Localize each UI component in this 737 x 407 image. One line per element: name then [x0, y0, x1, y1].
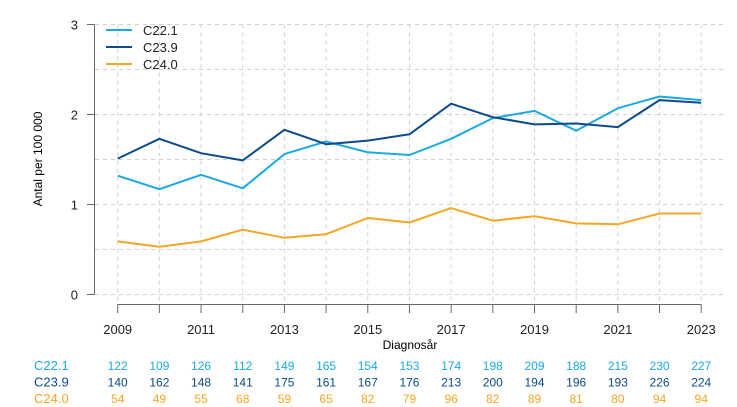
- count-value: 161: [316, 376, 336, 390]
- count-value: 165: [316, 359, 336, 373]
- count-value: 154: [358, 359, 378, 373]
- count-value: 94: [695, 392, 709, 406]
- count-value: 198: [483, 359, 503, 373]
- count-value: 215: [608, 359, 628, 373]
- x-axis-label: Diagnosår: [383, 338, 438, 352]
- x-tick-label: 2015: [353, 322, 382, 337]
- count-value: 230: [650, 359, 670, 373]
- count-value: 79: [403, 392, 417, 406]
- count-value: 81: [570, 392, 584, 406]
- count-value: 82: [361, 392, 375, 406]
- x-axis: 2009 2011 2013 2015 2017 2019 2021 2023: [103, 304, 716, 337]
- count-value: 65: [319, 392, 333, 406]
- y-tick-label: 2: [71, 108, 78, 123]
- count-value: 54: [111, 392, 125, 406]
- count-value: 196: [566, 376, 586, 390]
- count-value: 94: [653, 392, 667, 406]
- counts-row-label: C23.9: [34, 375, 69, 390]
- legend-label: C22.1: [143, 23, 178, 38]
- count-value: 82: [486, 392, 500, 406]
- count-value: 200: [483, 376, 503, 390]
- count-value: 140: [108, 376, 128, 390]
- series-line-C22-1: [117, 95, 702, 191]
- count-value: 55: [194, 392, 208, 406]
- y-tick-label: 3: [71, 18, 78, 33]
- legend-label: C24.0: [143, 57, 178, 72]
- grid: [95, 24, 725, 304]
- count-value: 59: [278, 392, 292, 406]
- count-value: 193: [608, 376, 628, 390]
- count-value: 153: [399, 359, 419, 373]
- count-value: 122: [108, 359, 128, 373]
- count-value: 149: [274, 359, 294, 373]
- count-value: 174: [441, 359, 461, 373]
- y-tick-label: 1: [71, 198, 78, 213]
- count-value: 141: [233, 376, 253, 390]
- count-value: 80: [611, 392, 625, 406]
- series-line-C24-0: [117, 207, 702, 248]
- counts-row-label: C22.1: [34, 358, 69, 373]
- count-value: 167: [358, 376, 378, 390]
- count-value: 224: [691, 376, 711, 390]
- x-tick-label: 2017: [437, 322, 466, 337]
- count-value: 89: [528, 392, 542, 406]
- legend-label: C23.9: [143, 40, 178, 55]
- x-tick-label: 2011: [187, 322, 215, 337]
- x-tick-label: 2013: [270, 322, 299, 337]
- count-value: 126: [191, 359, 211, 373]
- count-value: 112: [233, 359, 252, 373]
- x-tick-label: 2023: [687, 322, 716, 337]
- x-tick-label: 2021: [603, 322, 632, 337]
- count-value: 226: [650, 376, 670, 390]
- count-value: 68: [236, 392, 250, 406]
- count-value: 109: [149, 359, 169, 373]
- series-group: [117, 95, 702, 248]
- x-tick-label: 2019: [520, 322, 549, 337]
- series-line-C23-9: [117, 99, 702, 162]
- count-value: 227: [691, 359, 711, 373]
- count-value: 188: [566, 359, 586, 373]
- count-value: 194: [524, 376, 544, 390]
- y-tick-label: 0: [71, 288, 78, 303]
- count-value: 213: [441, 376, 461, 390]
- counts-table: C22.1 122 109 126 112 149 165 154 153 174 198 209 18…: [34, 358, 712, 406]
- count-value: 176: [399, 376, 419, 390]
- counts-row-label: C24.0: [34, 391, 69, 406]
- y-axis-label: Antal per 100 000: [31, 111, 45, 206]
- x-tick-label: 2009: [103, 322, 132, 337]
- count-value: 148: [191, 376, 211, 390]
- count-value: 96: [444, 392, 458, 406]
- count-value: 175: [274, 376, 294, 390]
- count-value: 209: [524, 359, 544, 373]
- count-value: 49: [153, 392, 167, 406]
- y-axis: 0 1 2 3: [71, 18, 95, 303]
- count-value: 162: [149, 376, 169, 390]
- legend: C22.1 C23.9 C24.0: [106, 23, 178, 72]
